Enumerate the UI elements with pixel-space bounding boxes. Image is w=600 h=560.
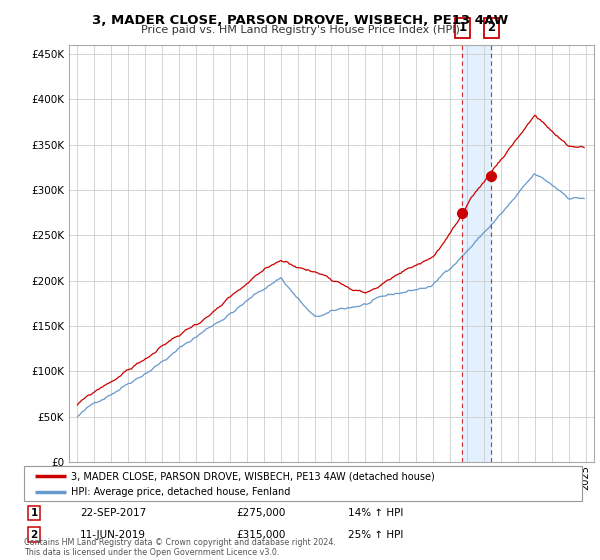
Text: 2: 2 bbox=[487, 21, 496, 34]
Text: 2: 2 bbox=[31, 530, 38, 540]
Text: 1: 1 bbox=[458, 21, 466, 34]
Text: Contains HM Land Registry data © Crown copyright and database right 2024.
This d: Contains HM Land Registry data © Crown c… bbox=[24, 538, 336, 557]
Text: 25% ↑ HPI: 25% ↑ HPI bbox=[347, 530, 403, 540]
Text: 11-JUN-2019: 11-JUN-2019 bbox=[80, 530, 146, 540]
FancyBboxPatch shape bbox=[24, 466, 582, 501]
Text: HPI: Average price, detached house, Fenland: HPI: Average price, detached house, Fenl… bbox=[71, 487, 291, 497]
Text: 1: 1 bbox=[31, 508, 38, 518]
Text: 14% ↑ HPI: 14% ↑ HPI bbox=[347, 508, 403, 518]
Text: 22-SEP-2017: 22-SEP-2017 bbox=[80, 508, 146, 518]
Text: £315,000: £315,000 bbox=[236, 530, 286, 540]
Text: Price paid vs. HM Land Registry's House Price Index (HPI): Price paid vs. HM Land Registry's House … bbox=[140, 25, 460, 35]
Bar bbox=[463, 45, 491, 462]
Text: 3, MADER CLOSE, PARSON DROVE, WISBECH, PE13 4AW (detached house): 3, MADER CLOSE, PARSON DROVE, WISBECH, P… bbox=[71, 471, 435, 481]
Text: £275,000: £275,000 bbox=[236, 508, 286, 518]
Text: 3, MADER CLOSE, PARSON DROVE, WISBECH, PE13 4AW: 3, MADER CLOSE, PARSON DROVE, WISBECH, P… bbox=[92, 14, 508, 27]
